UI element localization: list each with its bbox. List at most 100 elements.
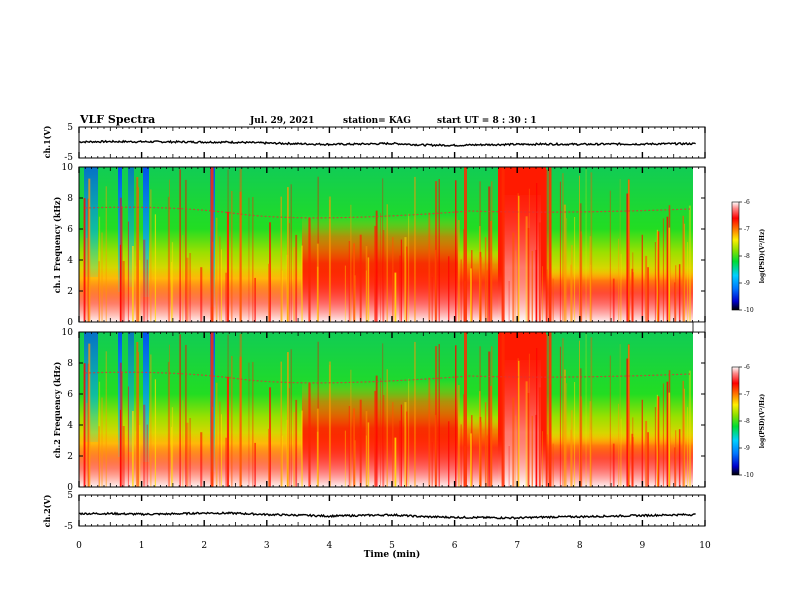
time-tick-label: 1 bbox=[139, 541, 145, 551]
station-label: station= KAG bbox=[343, 116, 411, 126]
burst-streak bbox=[375, 375, 378, 487]
burst-streak bbox=[628, 179, 630, 322]
burst-streak bbox=[404, 402, 407, 487]
burst-streak bbox=[609, 355, 611, 487]
burst-streak bbox=[316, 431, 319, 487]
frequency-tick-label: 10 bbox=[62, 328, 74, 338]
burst-streak bbox=[400, 404, 402, 487]
time-tick-label: 5 bbox=[389, 541, 395, 551]
burst-streak bbox=[563, 204, 566, 322]
burst-streak bbox=[83, 363, 86, 487]
burst-streak bbox=[585, 332, 587, 487]
burst-streak bbox=[169, 179, 170, 322]
burst-streak bbox=[231, 356, 233, 487]
burst-streak bbox=[666, 381, 669, 487]
burst-streak bbox=[612, 278, 615, 322]
burst-streak bbox=[348, 241, 351, 322]
burst-streak bbox=[293, 412, 295, 487]
burst-streak bbox=[380, 213, 381, 322]
burst-streak bbox=[687, 242, 688, 322]
burst-streak bbox=[470, 268, 472, 322]
burst-streak bbox=[563, 369, 566, 487]
burst-streak bbox=[431, 277, 433, 322]
burst-streak bbox=[406, 411, 408, 487]
burst-streak bbox=[365, 246, 368, 322]
burst-streak bbox=[641, 234, 643, 322]
burst-streak bbox=[581, 234, 583, 322]
burst-streak bbox=[138, 187, 139, 322]
burst-streak bbox=[374, 225, 377, 322]
burst-streak bbox=[515, 415, 517, 487]
colorbar-tick-label: -10 bbox=[744, 472, 754, 479]
burst-streak bbox=[143, 404, 146, 487]
burst-streak bbox=[431, 442, 433, 487]
time-axis-labels: 0 1 2 3 4 5 6 7 8 9 10 bbox=[76, 541, 711, 551]
burst-streak bbox=[542, 431, 543, 487]
burst-streak bbox=[221, 249, 222, 322]
ch1-ytick-bottom: -5 bbox=[64, 153, 73, 163]
burst-streak bbox=[105, 351, 107, 487]
burst-streak bbox=[287, 352, 289, 487]
burst-streak bbox=[150, 354, 152, 487]
burst-streak bbox=[618, 403, 619, 487]
burst-streak bbox=[121, 206, 123, 322]
burst-streak bbox=[121, 371, 123, 487]
burst-streak bbox=[408, 213, 410, 322]
burst-streak bbox=[380, 378, 381, 487]
burst-streak bbox=[138, 352, 139, 487]
ch2-ytick-top: 5 bbox=[67, 491, 73, 501]
burst-streak bbox=[531, 415, 533, 487]
burst-streak bbox=[490, 385, 492, 487]
burst-streak bbox=[281, 270, 283, 322]
burst-streak bbox=[438, 344, 440, 487]
burst-streak bbox=[219, 401, 221, 487]
burst-streak bbox=[375, 210, 378, 322]
burst-streak bbox=[268, 263, 270, 322]
burst-streak bbox=[460, 424, 462, 487]
burst-streak bbox=[122, 426, 125, 487]
frequency-tick-label: 2 bbox=[67, 287, 73, 297]
burst-streak bbox=[484, 402, 487, 487]
burst-streak bbox=[528, 188, 530, 322]
burst-streak bbox=[225, 272, 228, 322]
burst-streak bbox=[682, 380, 684, 487]
burst-streak bbox=[609, 190, 611, 322]
burst-streak bbox=[344, 430, 346, 487]
burst-streak bbox=[566, 383, 568, 487]
burst-streak bbox=[408, 378, 410, 487]
burst-streak bbox=[525, 381, 528, 487]
burst-streak bbox=[536, 348, 538, 487]
burst-streak bbox=[645, 255, 648, 322]
burst-streak bbox=[122, 261, 125, 322]
burst-streak bbox=[654, 242, 656, 322]
burst-streak bbox=[590, 337, 593, 487]
burst-streak bbox=[119, 362, 122, 487]
burst-streak bbox=[647, 267, 649, 322]
burst-streak bbox=[252, 362, 254, 487]
burst-streak bbox=[479, 181, 481, 322]
burst-streak bbox=[317, 176, 319, 322]
burst-streak bbox=[359, 399, 362, 487]
ch1-colorbar: -6 -7 -8 -9 -10 log(PSD)(V²/Hz) bbox=[731, 199, 766, 314]
burst-streak bbox=[654, 407, 656, 487]
frequency-tick-label: 0 bbox=[67, 318, 73, 328]
burst-streak bbox=[227, 334, 229, 487]
burst-streak bbox=[348, 406, 351, 487]
ch2-colorbar-label: log(PSD)(V²/Hz) bbox=[759, 394, 766, 449]
time-tick-label: 3 bbox=[264, 541, 270, 551]
burst-streak bbox=[479, 391, 481, 487]
burst-streak bbox=[525, 216, 528, 322]
burst-streak bbox=[98, 426, 100, 487]
burst-streak bbox=[146, 259, 149, 322]
burst-streak bbox=[189, 253, 191, 322]
burst-streak bbox=[546, 269, 548, 322]
burst-streak bbox=[455, 345, 457, 487]
burst-streak bbox=[227, 169, 229, 322]
burst-streak bbox=[490, 220, 492, 322]
burst-streak bbox=[226, 211, 229, 322]
burst-streak bbox=[620, 253, 622, 322]
burst-streak bbox=[626, 193, 629, 322]
burst-streak bbox=[434, 249, 437, 322]
start-time-label: start UT = 8 : 30 : 1 bbox=[437, 116, 537, 126]
burst-streak bbox=[248, 197, 250, 322]
